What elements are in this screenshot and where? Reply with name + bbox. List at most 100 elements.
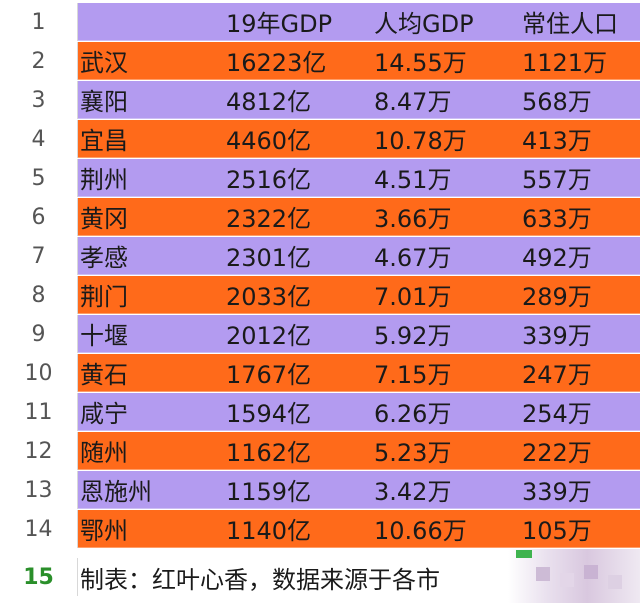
cell-per-capita[interactable]: 14.55万 xyxy=(374,49,467,77)
row-cells: 黄石 1767亿 7.15万 247万 xyxy=(78,354,640,392)
cell-population[interactable]: 413万 xyxy=(522,127,592,155)
cell-per-capita[interactable]: 4.51万 xyxy=(374,166,452,194)
table-row: 9 十堰 2012亿 5.92万 339万 xyxy=(0,315,640,353)
pixel-block xyxy=(536,567,550,581)
cell-gdp[interactable]: 2322亿 xyxy=(226,205,312,233)
row-cells: 孝感 2301亿 4.67万 492万 xyxy=(78,237,640,275)
row-number[interactable]: 10 xyxy=(0,354,78,392)
cell-population[interactable]: 568万 xyxy=(522,88,592,116)
cell-city[interactable]: 随州 xyxy=(80,439,128,467)
row-cells: 武汉 16223亿 14.55万 1121万 xyxy=(78,42,640,80)
header-cell-population[interactable]: 常住人口 xyxy=(522,10,618,38)
cell-per-capita[interactable]: 5.23万 xyxy=(374,439,452,467)
cell-city[interactable]: 黄石 xyxy=(80,361,128,389)
cell-gdp[interactable]: 1594亿 xyxy=(226,400,312,428)
cell-population[interactable]: 254万 xyxy=(522,400,592,428)
cell-gdp[interactable]: 1767亿 xyxy=(226,361,312,389)
header-cell-per-capita[interactable]: 人均GDP xyxy=(374,10,474,38)
cell-city[interactable]: 咸宁 xyxy=(80,400,128,428)
row-number[interactable]: 5 xyxy=(0,159,78,197)
table-row: 12 随州 1162亿 5.23万 222万 xyxy=(0,432,640,470)
cell-city[interactable]: 恩施州 xyxy=(80,478,152,506)
cell-city[interactable]: 襄阳 xyxy=(80,88,128,116)
table-row: 7 孝感 2301亿 4.67万 492万 xyxy=(0,237,640,275)
cell-per-capita[interactable]: 6.26万 xyxy=(374,400,452,428)
cell-per-capita[interactable]: 3.42万 xyxy=(374,478,452,506)
cell-population[interactable]: 492万 xyxy=(522,244,592,272)
table-row: 4 宜昌 4460亿 10.78万 413万 xyxy=(0,120,640,158)
cell-gdp[interactable]: 1140亿 xyxy=(226,517,312,545)
cell-per-capita[interactable]: 7.15万 xyxy=(374,361,452,389)
cell-population[interactable]: 557万 xyxy=(522,166,592,194)
row-cells: 荆门 2033亿 7.01万 289万 xyxy=(78,276,640,314)
row-cells: 黄冈 2322亿 3.66万 633万 xyxy=(78,198,640,236)
row-cells: 咸宁 1594亿 6.26万 254万 xyxy=(78,393,640,431)
cell-population[interactable]: 247万 xyxy=(522,361,592,389)
cell-city[interactable]: 十堰 xyxy=(80,322,128,350)
row-number[interactable]: 11 xyxy=(0,393,78,431)
row-number-selected[interactable]: 15 xyxy=(0,558,78,596)
cell-gdp[interactable]: 2033亿 xyxy=(226,283,312,311)
table-row: 5 荆州 2516亿 4.51万 557万 xyxy=(0,159,640,197)
cell-per-capita[interactable]: 8.47万 xyxy=(374,88,452,116)
cell-gdp[interactable]: 1162亿 xyxy=(226,439,312,467)
cell-per-capita[interactable]: 5.92万 xyxy=(374,322,452,350)
cell-gdp[interactable]: 1159亿 xyxy=(226,478,312,506)
cell-gdp[interactable]: 2516亿 xyxy=(226,166,312,194)
row-number[interactable]: 12 xyxy=(0,432,78,470)
table-row: 6 黄冈 2322亿 3.66万 633万 xyxy=(0,198,640,236)
pixel-block xyxy=(584,565,598,579)
cell-per-capita[interactable]: 10.78万 xyxy=(374,127,467,155)
table-row: 14 鄂州 1140亿 10.66万 105万 xyxy=(0,510,640,548)
cell-gdp[interactable]: 4812亿 xyxy=(226,88,312,116)
blurred-watermark xyxy=(508,549,640,603)
table-row: 2 武汉 16223亿 14.55万 1121万 xyxy=(0,42,640,80)
row-cells: 宜昌 4460亿 10.78万 413万 xyxy=(78,120,640,158)
row-number[interactable]: 3 xyxy=(0,81,78,119)
row-cells: 十堰 2012亿 5.92万 339万 xyxy=(78,315,640,353)
cell-city[interactable]: 荆门 xyxy=(80,283,128,311)
cell-city[interactable]: 鄂州 xyxy=(80,517,128,545)
row-number[interactable]: 9 xyxy=(0,315,78,353)
row-cells: 襄阳 4812亿 8.47万 568万 xyxy=(78,81,640,119)
row-number[interactable]: 2 xyxy=(0,42,78,80)
cell-population[interactable]: 1121万 xyxy=(522,49,608,77)
row-number[interactable]: 6 xyxy=(0,198,78,236)
footnote-cell[interactable]: 制表：红叶心香，数据来源于各市 xyxy=(80,565,440,594)
cell-per-capita[interactable]: 10.66万 xyxy=(374,517,467,545)
row-number[interactable]: 1 xyxy=(0,3,78,41)
cell-population[interactable]: 105万 xyxy=(522,517,592,545)
cell-city[interactable]: 宜昌 xyxy=(80,127,128,155)
row-number[interactable]: 13 xyxy=(0,471,78,509)
header-row: 1 19年GDP 人均GDP 常住人口 xyxy=(0,3,640,41)
table-row: 8 荆门 2033亿 7.01万 289万 xyxy=(0,276,640,314)
cell-city[interactable]: 荆州 xyxy=(80,166,128,194)
row-number[interactable]: 14 xyxy=(0,510,78,548)
cell-population[interactable]: 633万 xyxy=(522,205,592,233)
cell-gdp[interactable]: 4460亿 xyxy=(226,127,312,155)
cell-gdp[interactable]: 2012亿 xyxy=(226,322,312,350)
cell-per-capita[interactable]: 3.66万 xyxy=(374,205,452,233)
row-number[interactable]: 7 xyxy=(0,237,78,275)
row-number[interactable]: 8 xyxy=(0,276,78,314)
header-cell-gdp[interactable]: 19年GDP xyxy=(226,10,333,38)
cell-population[interactable]: 289万 xyxy=(522,283,592,311)
cell-city[interactable]: 黄冈 xyxy=(80,205,128,233)
table-row: 10 黄石 1767亿 7.15万 247万 xyxy=(0,354,640,392)
cell-per-capita[interactable]: 4.67万 xyxy=(374,244,452,272)
cell-population[interactable]: 339万 xyxy=(522,478,592,506)
pixel-block xyxy=(608,575,622,589)
cell-per-capita[interactable]: 7.01万 xyxy=(374,283,452,311)
row-cells: 随州 1162亿 5.23万 222万 xyxy=(78,432,640,470)
cell-gdp[interactable]: 16223亿 xyxy=(226,49,327,77)
cell-city[interactable]: 武汉 xyxy=(80,49,128,77)
cell-population[interactable]: 222万 xyxy=(522,439,592,467)
cell-gdp[interactable]: 2301亿 xyxy=(226,244,312,272)
cell-population[interactable]: 339万 xyxy=(522,322,592,350)
pixel-block xyxy=(560,573,574,587)
row-number[interactable]: 4 xyxy=(0,120,78,158)
row-cells: 恩施州 1159亿 3.42万 339万 xyxy=(78,471,640,509)
cell-city[interactable]: 孝感 xyxy=(80,244,128,272)
row-cells: 荆州 2516亿 4.51万 557万 xyxy=(78,159,640,197)
